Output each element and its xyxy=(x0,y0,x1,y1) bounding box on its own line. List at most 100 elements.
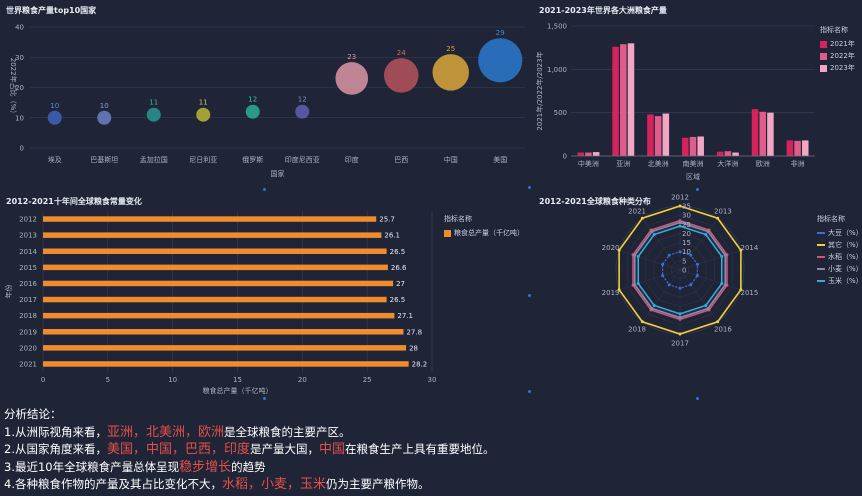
radar-point xyxy=(636,254,640,258)
radar-point xyxy=(723,283,727,287)
panel-resize-handle[interactable] xyxy=(263,188,266,191)
continent-bar xyxy=(689,136,697,156)
radar-point xyxy=(716,320,720,324)
continent-bar xyxy=(759,111,766,156)
radar-legend-title: 指标名称 xyxy=(817,215,845,223)
decade-bar xyxy=(43,296,387,303)
continent-bar xyxy=(620,44,627,157)
continent-legend-item[interactable]: 2022年 xyxy=(820,51,855,61)
radar-point xyxy=(695,274,699,278)
legend-swatch-2022 xyxy=(820,52,827,60)
decade-ytick: 2021 xyxy=(19,360,37,368)
radar-spoke xyxy=(619,249,681,271)
panel-resize-handle[interactable] xyxy=(528,390,531,393)
legend-label-2022: 2022年 xyxy=(830,52,855,60)
bubble-xtick: 中国 xyxy=(444,155,458,164)
radar-point xyxy=(678,224,682,228)
bubble-xtick: 孟加拉国 xyxy=(140,155,168,164)
bubble-ytick: 0 xyxy=(20,145,24,153)
panel-resize-handle[interactable] xyxy=(696,188,699,191)
radar-legend-item[interactable]: 小麦（%） xyxy=(817,264,862,274)
legend-label-rice: 水稻（%） xyxy=(828,253,862,261)
conclusion-text: 是全球粮食的主要产区。 xyxy=(224,424,351,439)
bubble-data-label: 11 xyxy=(199,99,208,107)
conclusion-highlight: 稳步增长 xyxy=(179,459,232,475)
radar-spoke xyxy=(679,249,741,271)
radar-point xyxy=(640,320,644,324)
continent-legend-item[interactable]: 2023年 xyxy=(820,63,855,73)
radar-title: 2012-2021全球粮食种类分布 xyxy=(539,197,651,206)
decade-data-label: 28.2 xyxy=(412,360,428,368)
radar-point xyxy=(695,262,699,266)
bubble-point xyxy=(383,58,419,93)
radar-legend-item[interactable]: 其它（%） xyxy=(817,240,862,250)
bubble-chart: 0 10 20 30 40 埃及 10 巴基斯坦 10 孟加拉国 11 尼日利亚 11 俄罗斯 12 印度尼西… xyxy=(9,24,525,178)
decade-data-label: 26.6 xyxy=(391,264,407,272)
radar-legend-item[interactable]: 玉米（%） xyxy=(817,276,862,286)
continent-bar xyxy=(724,151,732,156)
decade-ytick: 2014 xyxy=(19,248,37,256)
continent-bar xyxy=(627,43,635,157)
legend-swatch-total xyxy=(444,229,451,237)
radar-point xyxy=(661,262,665,266)
conclusion-text: 是产量大国， xyxy=(250,442,319,456)
radar-point xyxy=(689,253,693,257)
decade-ytick: 2020 xyxy=(19,344,37,352)
continent-legend-title: 指标名称 xyxy=(820,26,848,34)
continent-xtick: 大洋洲 xyxy=(717,159,738,168)
radar-panel: 2012-2021全球粮食种类分布 2012 2013 2014 2015 2016 20… xyxy=(535,193,862,398)
continent-xtick: 中美洲 xyxy=(578,159,599,168)
bubble-ylabel: 2022年占比（%） xyxy=(9,58,18,117)
legend-line-soy xyxy=(817,232,825,234)
continent-bar xyxy=(767,112,774,156)
bubble-xtick: 美国 xyxy=(493,155,507,164)
decade-legend-title: 指标名称 xyxy=(444,215,472,223)
panel-resize-handle[interactable] xyxy=(263,397,266,400)
legend-label-other: 其它（%） xyxy=(828,241,862,249)
continent-ylabel: 2021年/2022年/2023年 xyxy=(535,51,544,130)
conclusion-text: 3.最近10年全球粮食产量总体呈现 xyxy=(4,459,180,474)
radar-legend-item[interactable]: 大豆（%） xyxy=(817,228,862,238)
decade-data-label: 27 xyxy=(396,280,405,288)
radar-point xyxy=(667,253,671,257)
decade-xtick: 15 xyxy=(233,376,242,384)
bubble-data-label: 12 xyxy=(298,96,307,104)
bubble-point xyxy=(97,110,112,125)
legend-label-2023: 2023年 xyxy=(830,64,855,72)
radar-rtick: 0 xyxy=(682,267,686,275)
bubble-data-label: 24 xyxy=(397,49,406,57)
radar-axis-label: 2018 xyxy=(628,326,646,334)
decade-ytick: 2016 xyxy=(19,280,37,288)
panel-resize-handle[interactable] xyxy=(696,397,699,400)
radar-point xyxy=(633,253,637,257)
continent-legend-item[interactable]: 2021年 xyxy=(820,39,855,49)
radar-axis-label: 2021 xyxy=(628,207,646,215)
bubble-ytick: 20 xyxy=(15,84,24,92)
radar-point xyxy=(678,316,682,320)
decade-xtick: 5 xyxy=(106,376,110,384)
radar-rtick: 25 xyxy=(682,221,691,229)
conclusion-line: 2.从国家角度来看，美国，中国，巴西，印度是产量大国，中国在粮食生产上具有重要地… xyxy=(4,441,854,459)
decade-legend-item[interactable]: 粮食总产量（千亿吨） xyxy=(444,228,524,238)
decade-xtick: 20 xyxy=(298,376,307,384)
decade-ytick: 2013 xyxy=(19,232,37,240)
radar-point xyxy=(739,248,743,252)
radar-point xyxy=(650,306,654,310)
decade-data-label: 26.5 xyxy=(390,248,406,256)
conclusion-text: 仍为主要产粮作物。 xyxy=(326,477,430,491)
radar-legend-item[interactable]: 水稻（%） xyxy=(817,252,862,262)
legend-label-2021: 2021年 xyxy=(830,40,855,48)
conclusion-highlight: 水稻，小麦，玉米 xyxy=(221,477,326,492)
panel-resize-handle[interactable] xyxy=(528,186,531,189)
radar-point xyxy=(704,304,708,308)
decade-title: 2012-2021十年间全球粮食常量变化 xyxy=(6,197,142,206)
bubble-point xyxy=(196,107,211,122)
conclusion-heading: 分析结论： xyxy=(4,407,62,421)
bubble-point xyxy=(295,104,310,119)
radar-point xyxy=(633,283,637,287)
panel-resize-handle[interactable] xyxy=(528,294,531,297)
bubble-xtick: 俄罗斯 xyxy=(242,155,263,164)
continent-ytick: 0 xyxy=(563,153,567,161)
decade-bar xyxy=(43,361,409,367)
decade-legend: 指标名称 粮食总产量（千亿吨） xyxy=(444,214,524,240)
